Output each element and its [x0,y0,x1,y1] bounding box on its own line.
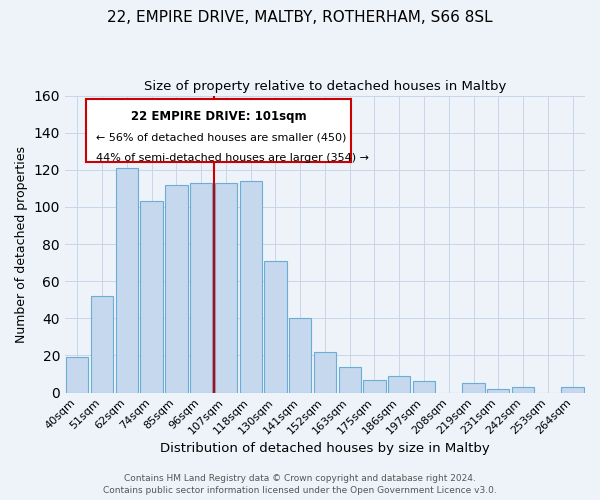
Bar [487,389,509,392]
Bar [165,184,188,392]
Bar [388,376,410,392]
Bar [512,387,534,392]
Text: 22 EMPIRE DRIVE: 101sqm: 22 EMPIRE DRIVE: 101sqm [131,110,306,124]
Bar [116,168,138,392]
Bar [364,380,386,392]
Text: 22, EMPIRE DRIVE, MALTBY, ROTHERHAM, S66 8SL: 22, EMPIRE DRIVE, MALTBY, ROTHERHAM, S66… [107,10,493,25]
Bar [463,384,485,392]
Bar [264,261,287,392]
Text: ← 56% of detached houses are smaller (450): ← 56% of detached houses are smaller (45… [96,132,346,142]
X-axis label: Distribution of detached houses by size in Maltby: Distribution of detached houses by size … [160,442,490,455]
Bar [91,296,113,392]
Bar [413,382,435,392]
Bar [140,202,163,392]
Bar [190,183,212,392]
Bar [338,366,361,392]
Bar [215,183,237,392]
Text: 44% of semi-detached houses are larger (354) →: 44% of semi-detached houses are larger (… [96,154,369,164]
Bar [562,387,584,392]
Bar [314,352,336,393]
Bar [239,181,262,392]
Y-axis label: Number of detached properties: Number of detached properties [15,146,28,342]
Title: Size of property relative to detached houses in Maltby: Size of property relative to detached ho… [144,80,506,93]
Bar [66,358,88,392]
Text: Contains HM Land Registry data © Crown copyright and database right 2024.
Contai: Contains HM Land Registry data © Crown c… [103,474,497,495]
FancyBboxPatch shape [86,98,351,162]
Bar [289,318,311,392]
